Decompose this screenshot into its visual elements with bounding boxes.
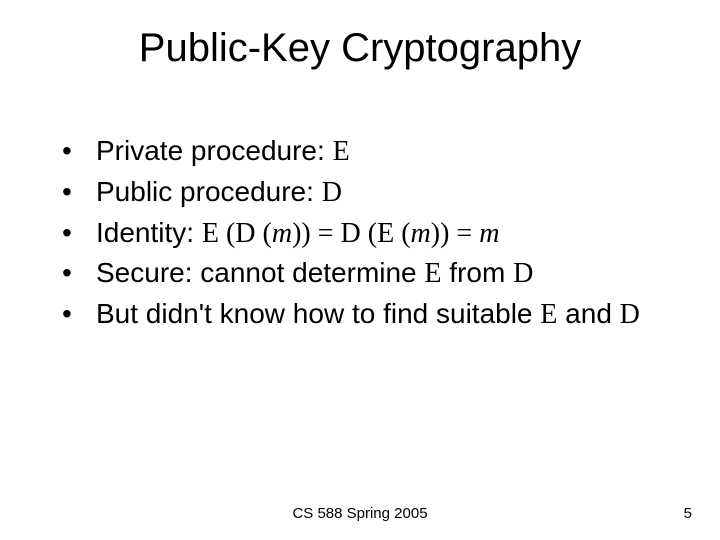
- math-paren: )) =: [431, 218, 479, 249]
- bullet-text: and: [557, 298, 619, 329]
- bullet-item: But didn't know how to find suitable E a…: [62, 295, 672, 334]
- bullet-list: Private procedure: E Public procedure: D…: [62, 132, 672, 334]
- bullet-text: Secure: cannot determine: [96, 257, 424, 288]
- bullet-item: Public procedure: D: [62, 173, 672, 212]
- math-symbol: E: [333, 136, 350, 167]
- math-var: m: [479, 218, 499, 249]
- slide-title: Public-Key Cryptography: [0, 26, 720, 71]
- math-paren: )) =: [292, 218, 340, 249]
- footer-page-number: 5: [684, 505, 692, 522]
- math-paren: (: [401, 218, 410, 249]
- math-symbol: D: [513, 258, 533, 289]
- footer-course: CS 588 Spring 2005: [0, 505, 720, 522]
- math-symbol: D: [620, 299, 640, 330]
- math-symbol: E: [540, 299, 557, 330]
- bullet-text: Public procedure:: [96, 176, 322, 207]
- bullet-text: But didn't know how to find suitable: [96, 298, 540, 329]
- math-symbol: D: [235, 218, 262, 249]
- bullet-item: Identity: E (D (m)) = D (E (m)) = m: [62, 214, 672, 253]
- math-paren: (: [368, 218, 377, 249]
- bullet-text: Identity:: [96, 217, 202, 248]
- math-symbol: E: [424, 258, 441, 289]
- bullet-item: Private procedure: E: [62, 132, 672, 171]
- math-var: m: [411, 218, 431, 249]
- bullet-item: Secure: cannot determine E from D: [62, 254, 672, 293]
- math-symbol: D: [341, 218, 368, 249]
- slide-body: Private procedure: E Public procedure: D…: [62, 132, 672, 336]
- slide: { "title": "Public-Key Cryptography", "b…: [0, 0, 720, 540]
- bullet-text: from: [442, 257, 514, 288]
- math-paren: (: [263, 218, 272, 249]
- math-paren: (: [226, 218, 235, 249]
- math-var: m: [272, 218, 292, 249]
- bullet-text: Private procedure:: [96, 135, 333, 166]
- math-symbol: E: [377, 218, 401, 249]
- math-symbol: E: [202, 218, 226, 249]
- math-symbol: D: [322, 177, 342, 208]
